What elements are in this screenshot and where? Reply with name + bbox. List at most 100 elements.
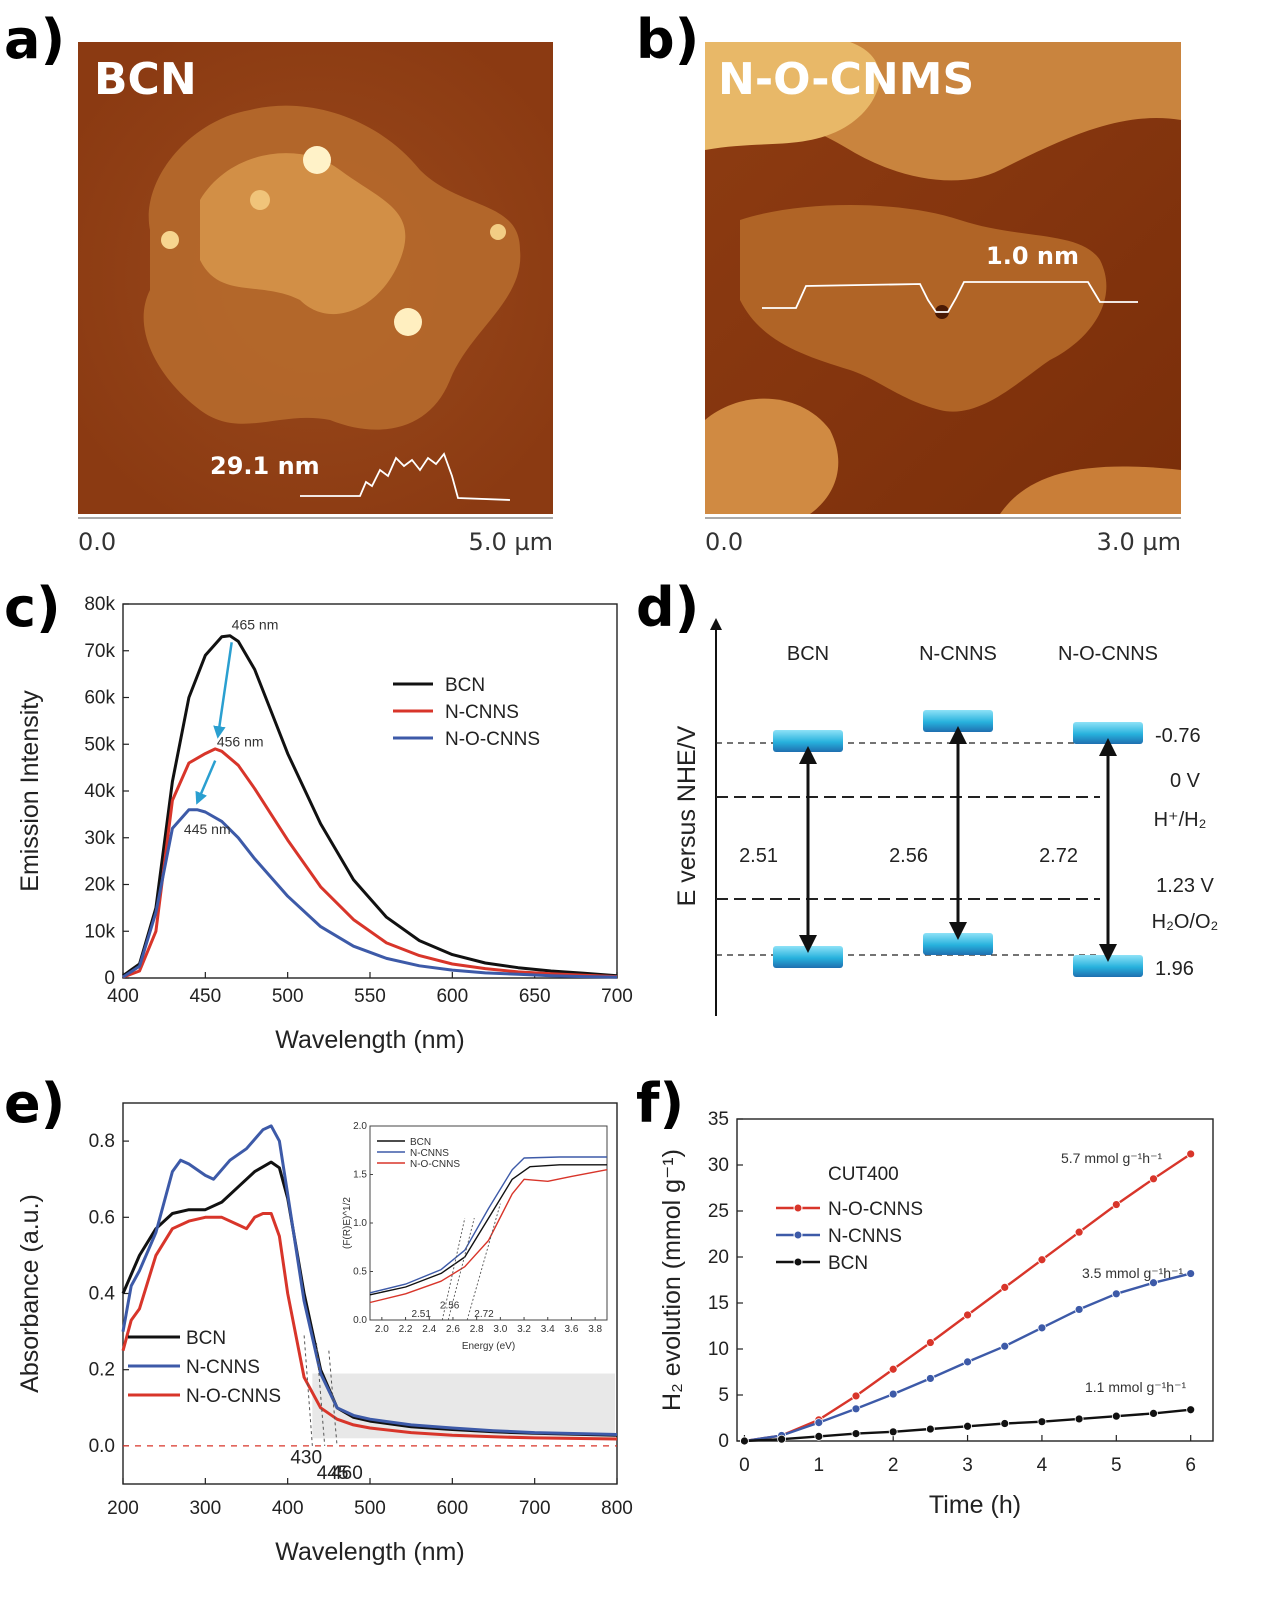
data-point [1074,1414,1084,1424]
conduction-band [923,710,993,732]
inset-y-tick-label: 0.5 [353,1267,367,1278]
legend-label: BCN [828,1253,868,1274]
data-point [1186,1269,1196,1278]
inset-x-label: Energy (eV) [462,1341,515,1352]
h-level-v: 0 V [1170,770,1201,792]
y-tick-label: 0 [718,1431,729,1452]
legend-label: BCN [445,675,485,696]
series-line-n-o-cnns [121,1212,618,1441]
data-point [814,1418,824,1427]
x-tick-label: 0 [739,1455,750,1476]
shift-arrow [213,642,233,739]
sample-label: N-O-CNNS [1058,643,1158,665]
inset-y-tick-label: 0.0 [353,1315,367,1326]
x-tick-label: 450 [189,986,221,1007]
data-point [1000,1341,1010,1351]
data-point [925,1338,935,1347]
chart-d-band-diagram: E versus NHE/V BCN 2.51 N-CNNS 2.56 N-O-CNNS 2… [673,618,1219,1016]
data-point [1037,1255,1047,1265]
x-tick-label: 700 [519,1498,551,1519]
data-point [851,1404,861,1414]
legend-label: N-O-CNNS [828,1199,923,1220]
legend-title: CUT400 [828,1164,899,1185]
inset-annotation: 2.72 [474,1309,494,1320]
y-tick-label: 60k [84,688,115,709]
afm-b-scale-end: 3.0 µm [1097,528,1181,556]
legend-marker [793,1230,803,1240]
x-tick-label: 3 [962,1455,973,1476]
inset-series-n-cnns [369,1156,607,1294]
x-tick-label: 700 [601,986,633,1007]
annotation-peak-ncnns: 456 nm [217,734,264,750]
y-axis-label: Emission Intensity [16,690,44,892]
annotation-peak-bcn: 465 nm [232,617,279,633]
rate-annotation-bcn: 1.1 mmol g⁻¹h⁻¹ [1085,1379,1186,1395]
data-point [963,1310,972,1320]
edge-label: 460 [331,1463,363,1484]
legend-label: N-CNNS [186,1357,260,1378]
y-tick-label: 20k [84,875,115,896]
inset-x-tick-label: 2.4 [422,1324,436,1335]
x-axis-label: Wavelength (nm) [275,1538,464,1566]
x-tick-label: 400 [107,986,139,1007]
chart-c-emission: 400 450 500 550 600 650 700 0 10k 20k 30k 40k 50k 60k… [16,594,633,1054]
o-level-couple: H₂O/O₂ [1152,911,1219,933]
data-point [925,1374,935,1383]
h-level-couple: H⁺/H₂ [1154,809,1207,831]
rate-annotation-nocnns: 5.7 mmol g⁻¹h⁻¹ [1061,1150,1162,1166]
panel-label-d: d) [636,576,699,639]
band-gap-value: 2.51 [739,845,778,867]
data-point [1149,1174,1158,1184]
inset-y-tick-label: 1.0 [353,1218,367,1229]
plot-frame [122,603,618,979]
inset-series-n-o-cnns [369,1169,608,1304]
inset-x-tick-label: 3.4 [541,1324,555,1335]
afm-image-a: BCN 29.1 nm 0.0 5.0 µm [78,42,553,556]
data-point [1000,1282,1010,1292]
panel-label-b: b) [636,8,699,71]
data-point [1074,1305,1084,1314]
inset-x-tick-label: 2.6 [446,1324,460,1335]
series-line-n-cnns [121,1124,618,1436]
annotation-peak-nocnns: 445 nm [184,821,231,837]
inset-legend-label: BCN [410,1137,431,1148]
x-axis-label: Time (h) [929,1491,1021,1519]
legend-marker [793,1203,803,1213]
shift-arrow [195,760,217,805]
y-tick-label: 35 [708,1109,729,1130]
chart-f-h2-evolution: 0 1 2 3 4 5 6 0 5 10 15 20 25 30 35 Time (h) H₂ evolutio… [658,1109,1214,1519]
edge-tangent [303,1335,313,1446]
y-tick-label: 0.6 [89,1207,115,1228]
plot-frame [736,1118,1214,1442]
data-point [814,1432,824,1441]
inset-tangent [447,1218,475,1321]
y-tick-label: 10 [708,1339,729,1360]
y-tick-label: 0.8 [89,1131,115,1152]
y-tick-label: 20 [708,1247,729,1268]
afm-a-height: 29.1 nm [210,452,320,480]
y-axis-label: Absorbance (a.u.) [16,1194,44,1393]
y-tick-label: 0.0 [89,1436,115,1457]
inset-tangent [441,1218,466,1321]
inset-y-tick-label: 1.5 [353,1170,367,1181]
data-point [888,1389,898,1399]
data-point [1037,1417,1047,1427]
inset-x-tick-label: 3.0 [493,1324,507,1335]
afm-b-title: N-O-CNMS [718,54,974,105]
edge-tangent [328,1350,338,1446]
afm-a-scale-end: 5.0 µm [469,528,553,556]
rate-annotation-ncnns: 3.5 mmol g⁻¹h⁻¹ [1082,1265,1183,1281]
vb-level-label: 1.96 [1155,958,1194,980]
data-point [1186,1149,1196,1159]
inset-x-tick-label: 3.2 [517,1324,531,1335]
data-point [1186,1405,1196,1415]
edge-label: 445 [317,1463,349,1484]
data-point [1000,1419,1010,1428]
y-tick-label: 0.2 [89,1360,115,1381]
data-point [888,1427,898,1437]
data-point [963,1421,972,1431]
inset-series-bcn [369,1164,607,1296]
afm-b-height: 1.0 nm [986,242,1079,270]
x-tick-label: 600 [436,1498,468,1519]
